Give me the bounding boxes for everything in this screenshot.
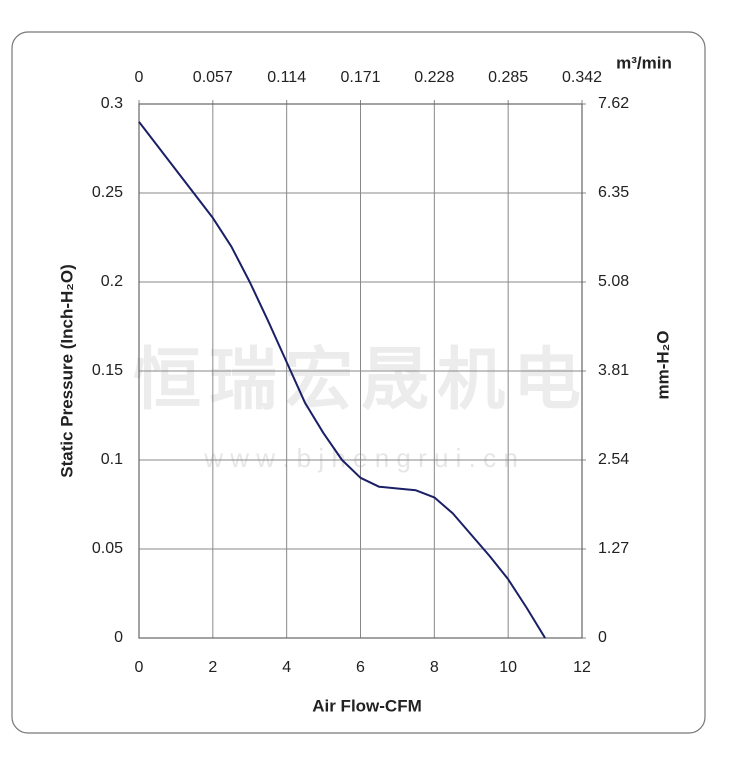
y2-tick-label: 2.54 [598,451,629,468]
x-tick-label: 8 [430,659,439,676]
x2-tick-label: 0.114 [267,69,306,86]
y-tick-label: 0.3 [101,95,123,112]
line [138,121,546,639]
y-axis-label: Static Pressure (Inch-H₂O) [57,264,76,478]
y2-tick-label: 6.35 [598,184,629,201]
x-tick-label: 2 [208,659,217,676]
x2-tick-label: 0.285 [488,69,528,86]
y2-tick-label: 1.27 [598,540,629,557]
y2-tick-label: 3.81 [598,362,629,379]
frame [11,31,706,734]
y-tick-label: 0.2 [101,273,123,290]
y2-tick-label: 5.08 [598,273,629,290]
x-tick-label: 4 [282,659,291,676]
plot-border [138,103,583,639]
y2-tick-label: 0 [598,629,607,646]
x-tick-label: 12 [573,659,591,676]
x2-tick-label: 0.171 [340,69,380,86]
x-tick-label: 0 [135,659,144,676]
x2-tick-label: 0.228 [414,69,454,86]
x-axis-label: Air Flow-CFM [312,696,422,715]
y-tick-label: 0.1 [101,451,123,468]
x-tick-label: 6 [356,659,365,676]
x2-tick-label: 0.057 [193,69,233,86]
y-tick-label: 0 [114,629,123,646]
watermark: 恒瑞宏晟机电 [133,342,589,418]
y-tick-label: 0.25 [92,184,123,201]
y2-tick-label: 7.62 [598,95,629,112]
x2-tick-label: 0 [135,69,144,86]
x2-tick-label: 0.342 [562,69,602,86]
y-tick-label: 0.15 [92,362,123,379]
y2-axis-label: mm-H₂O [653,331,672,400]
x-tick-label: 10 [499,659,517,676]
x2-axis-label: m³/min [616,53,672,72]
y-tick-label: 0.05 [92,540,123,557]
